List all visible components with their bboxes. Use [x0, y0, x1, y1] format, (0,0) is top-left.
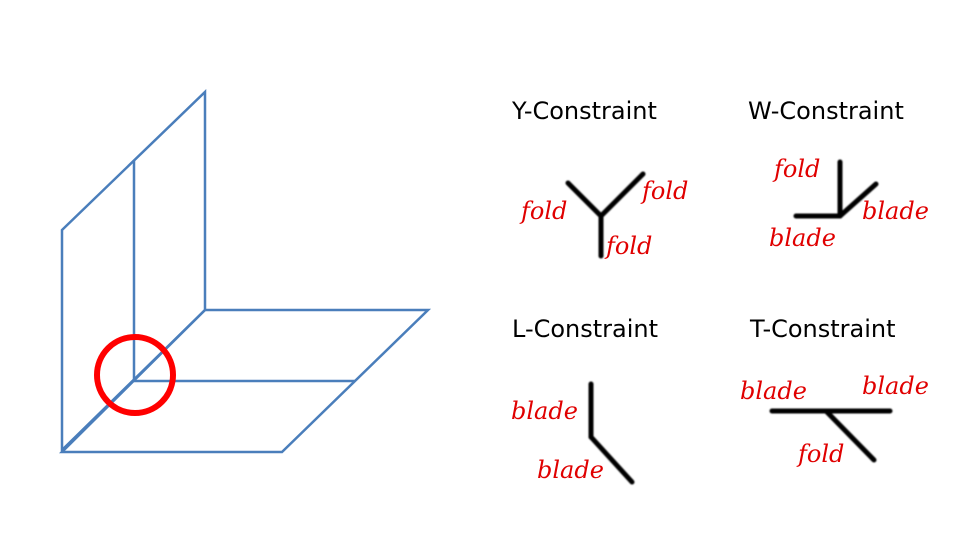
w-fold-label: fold: [772, 155, 820, 183]
l-constraint-title: L-Constraint: [512, 315, 658, 343]
t-constraint: T-Constraint blade blade fold: [740, 315, 929, 468]
y-fold-label-right: fold: [640, 177, 688, 205]
t-blade-label-left: blade: [740, 377, 807, 405]
t-constraint-lines: [769, 408, 893, 463]
w-blade-label-bottom: blade: [769, 224, 836, 252]
y-fold-label-bottom: fold: [604, 232, 652, 260]
l-blade-label-top: blade: [511, 397, 578, 425]
y-constraint-title: Y-Constraint: [511, 97, 657, 125]
l-constraint: L-Constraint blade blade: [511, 315, 658, 485]
y-fold-label-left: fold: [519, 197, 567, 225]
highlight-circle: [94, 334, 176, 416]
l-blade-label-bottom: blade: [537, 456, 604, 484]
w-constraint-lines: [793, 159, 879, 219]
t-fold-label: fold: [796, 440, 844, 468]
t-constraint-title: T-Constraint: [749, 315, 896, 343]
fold-diagram: [58, 89, 432, 454]
y-constraint-lines: [565, 171, 646, 259]
l-constraint-lines: [588, 381, 635, 485]
w-constraint-title: W-Constraint: [748, 97, 904, 125]
t-blade-label-right: blade: [862, 372, 929, 400]
w-constraint: W-Constraint fold blade blade: [748, 97, 929, 252]
w-blade-label-right: blade: [862, 197, 929, 225]
y-constraint: Y-Constraint fold fold fold: [511, 97, 688, 260]
